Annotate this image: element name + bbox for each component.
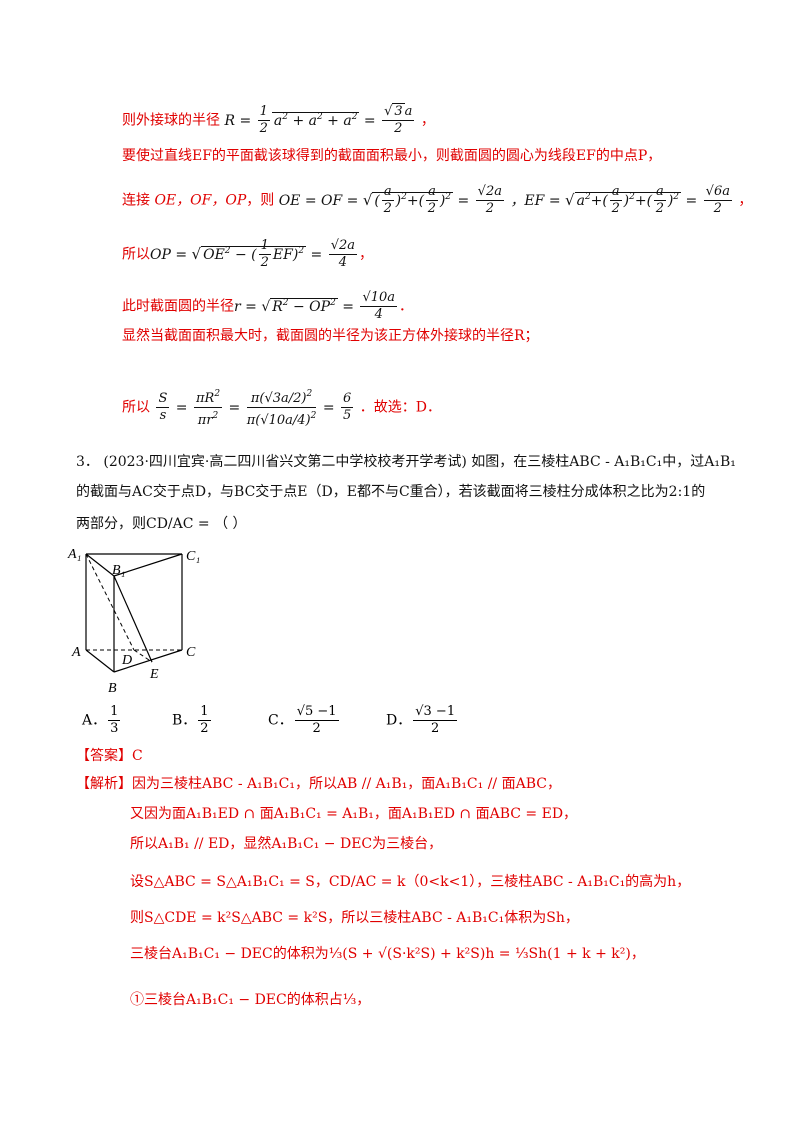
analysis-tag: 【解析】 [76, 776, 132, 792]
solution-line-5: 此时截面圆的半径r = √ R2 − OP2 = √10a 4 ． [122, 290, 414, 322]
solution-line-1: 则外接球的半径 R = 1 2 a2 + a2 + a2 = √ 3 a 2 ， [122, 103, 435, 136]
solution-line-3: 连接 OE，OF，OP，则 OE = OF = √(a 2)2+(a 2)2 = √… [122, 184, 753, 216]
label-c: C [186, 645, 196, 660]
question-text-1: 如图，在三棱柱ABC - A₁B₁C₁中，过A₁B₁ [471, 454, 736, 470]
label-b: B [108, 681, 117, 696]
edge-a1d [85, 553, 135, 651]
option-c[interactable]: C． √5 −1 2 [268, 704, 339, 736]
label-d: D [121, 653, 132, 668]
answer-value: C [132, 748, 143, 764]
solution-line-2: 要使过直线EF的平面截该球得到的截面面积最小，则截面圆的圆心为线段EF的中点P， [122, 148, 662, 164]
solution-line-4: 所以OP = √ OE2 − (1 2 EF)2 = √2a 4， [122, 238, 373, 270]
solution-line-6: 显然当截面面积最大时，截面圆的半径为该正方体外接球的半径R； [122, 328, 539, 344]
option-d-value: √3 −1 2 [413, 704, 458, 736]
option-b[interactable]: B． 1 2 [172, 704, 211, 736]
edge-ab [85, 649, 115, 673]
answer-tag: 【答案】 [76, 748, 132, 764]
oe-of-formula: OE = OF = √(a 2)2+(a 2)2 = √2a 2 [278, 184, 504, 216]
edge-bc [113, 649, 183, 673]
analysis-line-1: 【解析】因为三棱柱ABC - A₁B₁C₁，所以AB // A₁B₁，面A₁B₁… [76, 776, 561, 792]
solution-line-1-text: 则外接球的半径 [122, 112, 220, 129]
label-b1: B₁ [112, 563, 125, 578]
question-line-3: 两部分，则CD/AC = （ ） [76, 516, 247, 532]
question-line-1: 3． (2023·四川宜宾·高二四川省兴文第二中学校校考开学考试) 如图，在三棱… [76, 452, 736, 472]
r-formula: r = √ R2 − OP2 = √10a 4 [234, 290, 398, 322]
analysis-line-5: 则S△CDE = k²S△ABC = k²S，所以三棱柱ABC - A₁B₁C₁… [130, 910, 579, 926]
option-d[interactable]: D． √3 −1 2 [386, 704, 458, 736]
question-source: (2023·四川宜宾·高二四川省兴文第二中学校校考开学考试) [103, 454, 467, 470]
edge-b1e [113, 575, 153, 663]
oe-of-op-text: OE，OF，OP [154, 192, 247, 209]
edge-a1b1 [85, 553, 115, 577]
analysis-line-4: 设S△ABC = S△A₁B₁C₁ = S，CD/AC = k（0<k<1），三… [130, 874, 691, 890]
analysis-line-2: 又因为面A₁B₁ED ∩ 面A₁B₁C₁ = A₁B₁，面A₁B₁ED ∩ 面A… [130, 806, 578, 822]
ef-formula: ，EF = √ a2+(a 2)2+(a 2)2 = √6a 2 [510, 184, 732, 216]
analysis-line-7: ①三棱台A₁B₁C₁ − DEC的体积占⅓， [130, 992, 371, 1008]
prism-figure: A₁ B₁ C₁ A D C E B [67, 547, 200, 696]
label-e: E [149, 667, 159, 682]
question-line-2: 的截面与AC交于点D，与BC交于点E（D，E都不与C重合），若该截面将三棱柱分成… [76, 484, 706, 500]
analysis-line-3: 所以A₁B₁ // ED，显然A₁B₁C₁ − DEC为三棱台， [130, 836, 443, 852]
edge-de [133, 649, 153, 663]
option-c-value: √5 −1 2 [294, 704, 339, 736]
analysis-line-6: 三棱台A₁B₁C₁ − DEC的体积为⅓(S + √(S·k²S) + k²S)… [130, 946, 645, 962]
option-a[interactable]: A． 1 3 [82, 704, 121, 736]
label-c1: C₁ [186, 549, 200, 564]
question-number: 3． [76, 454, 99, 470]
edge-b1c1 [113, 553, 183, 577]
answer-line: 【答案】C [76, 746, 143, 766]
outer-radius-formula: R = 1 2 a2 + a2 + a2 = √ 3 a 2 [224, 103, 415, 136]
label-a1: A₁ [67, 547, 81, 562]
label-a: A [71, 645, 81, 660]
op-formula: OP = √ OE2 − (1 2 EF)2 = √2a 4 [150, 238, 357, 270]
